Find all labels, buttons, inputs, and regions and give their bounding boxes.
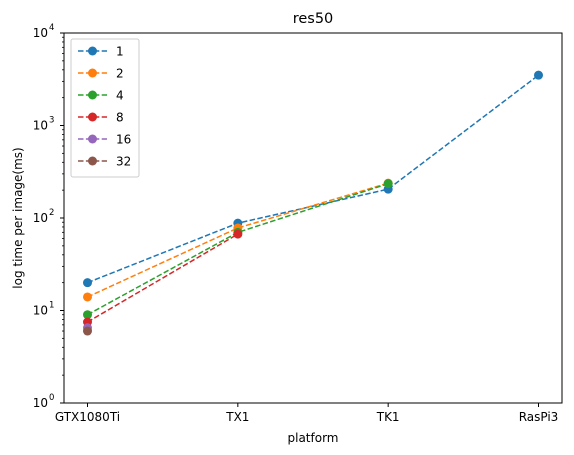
- x-tick-label: TX1: [225, 410, 249, 424]
- data-point: [83, 310, 92, 320]
- series-line: [87, 233, 239, 323]
- x-tick-label: TK1: [376, 410, 400, 424]
- chart-title: res50: [293, 11, 334, 27]
- series-line: [87, 182, 389, 316]
- y-tick-label-exponent: 2: [49, 208, 54, 218]
- legend-label: 8: [116, 111, 124, 125]
- legend-label: 2: [116, 67, 124, 81]
- y-tick-label-exponent: 3: [49, 116, 54, 126]
- data-point: [534, 70, 543, 80]
- y-tick-label: 10: [33, 304, 48, 318]
- legend-label: 16: [116, 133, 131, 147]
- data-point: [233, 229, 243, 239]
- legend-swatch-marker: [88, 46, 97, 56]
- data-point: [83, 278, 92, 288]
- x-tick-label: GTX1080Ti: [55, 410, 120, 424]
- series-line: [87, 182, 389, 298]
- legend-swatch-marker: [88, 156, 97, 166]
- data-point: [383, 179, 393, 189]
- y-tick-label: 10: [33, 396, 48, 410]
- x-axis-title: platform: [288, 431, 339, 445]
- y-tick-label-exponent: 1: [49, 301, 54, 311]
- legend-swatch-marker: [88, 112, 97, 122]
- y-tick-label-exponent: 0: [49, 393, 54, 403]
- y-tick-label: 10: [33, 119, 48, 133]
- legend-label: 32: [116, 155, 131, 169]
- legend: 1 2 4 8 16 32: [70, 38, 140, 178]
- y-axis-title: log time per image(ms): [11, 147, 25, 288]
- legend-swatch-marker: [88, 90, 97, 100]
- data-point: [83, 326, 92, 336]
- y-tick-label-exponent: 4: [49, 23, 54, 33]
- x-axis: GTX1080Ti TX1 TK1 RasPi3: [55, 403, 558, 424]
- legend-swatch-marker: [88, 68, 97, 78]
- legend-swatch-marker: [88, 134, 97, 144]
- y-tick-label: 10: [33, 26, 48, 40]
- series-layer: [83, 70, 543, 336]
- y-tick-label: 10: [33, 211, 48, 225]
- legend-label: 1: [116, 45, 124, 59]
- legend-label: 4: [116, 89, 124, 103]
- data-point: [83, 292, 92, 302]
- x-tick-label: RasPi3: [519, 410, 559, 424]
- series-line: [87, 74, 539, 284]
